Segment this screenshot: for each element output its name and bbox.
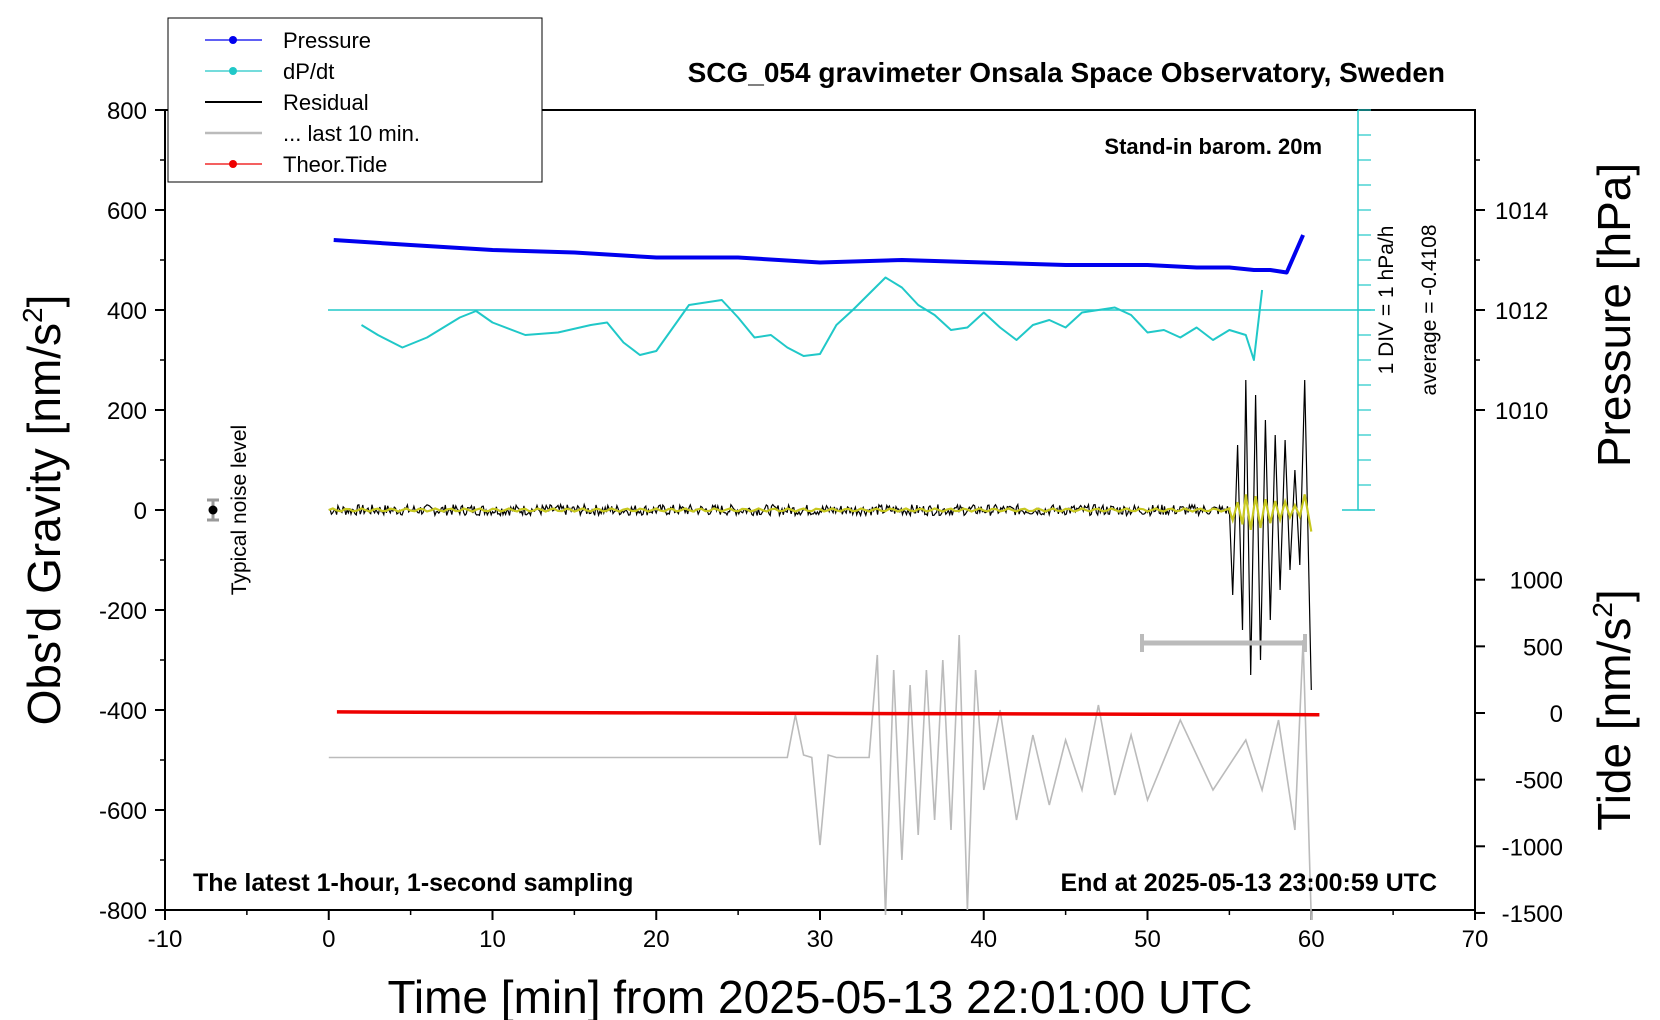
pressure-tick-label: 1012 bbox=[1495, 298, 1548, 325]
x-tick-label: 50 bbox=[1134, 926, 1161, 953]
y-tick-label: 200 bbox=[107, 398, 147, 425]
y-tick-label: 800 bbox=[107, 98, 147, 125]
dpdt-division-scale bbox=[1342, 109, 1375, 511]
y-axis-label-gravity-sup: 2 bbox=[17, 307, 48, 323]
tide-tick-label: -1500 bbox=[1502, 901, 1563, 928]
legend-item: Theor.Tide bbox=[205, 152, 387, 177]
y-axis-label-tide-close: ] bbox=[1588, 589, 1640, 602]
y-axis-label-gravity-close: ] bbox=[18, 295, 70, 308]
y-axis-label-pressure: Pressure [hPa] bbox=[1588, 163, 1640, 467]
y-tick-label: -200 bbox=[99, 598, 147, 625]
y-tick-label: -800 bbox=[99, 898, 147, 925]
x-tick-label: 70 bbox=[1462, 926, 1489, 953]
pressure-tick-label: 1010 bbox=[1495, 398, 1548, 425]
div-annotation: 1 DIV = 1 hPa/h bbox=[1375, 226, 1398, 375]
tide-tick-label: -1000 bbox=[1502, 834, 1563, 861]
legend-label: ... last 10 min. bbox=[283, 121, 420, 146]
x-tick-label: 0 bbox=[322, 926, 335, 953]
x-tick-label: 40 bbox=[970, 926, 997, 953]
y-axis-label-tide-text: Tide [nm/s bbox=[1588, 618, 1640, 831]
y-tick-label: -600 bbox=[99, 798, 147, 825]
legend-item: Pressure bbox=[205, 28, 371, 53]
series-layer bbox=[328, 234, 1320, 921]
legend-marker bbox=[229, 36, 237, 44]
x-tick-label: 60 bbox=[1298, 926, 1325, 953]
series-residual-line bbox=[328, 379, 1312, 691]
noise-level-indicator bbox=[207, 498, 219, 522]
y-axis-tide: 1000 500 0 -500 -1000 -1500 bbox=[1475, 568, 1563, 928]
y-axis-label-gravity-text: Obs'd Gravity [nm/s bbox=[18, 323, 70, 725]
tide-tick-label: 1000 bbox=[1510, 568, 1563, 595]
y-tick-label: 400 bbox=[107, 298, 147, 325]
legend-label: Theor.Tide bbox=[283, 152, 387, 177]
tide-tick-label: 0 bbox=[1550, 701, 1563, 728]
y-axis-label-tide: Tide [nm/s2] bbox=[1587, 589, 1640, 830]
y-axis-label-gravity: Obs'd Gravity [nm/s2] bbox=[17, 295, 70, 726]
average-annotation: average = -0.4108 bbox=[1418, 224, 1441, 395]
legend-marker bbox=[229, 160, 237, 168]
series-last-10-min-line bbox=[328, 634, 1313, 921]
x-tick-label: 10 bbox=[479, 926, 506, 953]
residual-filtered-line bbox=[328, 494, 1313, 532]
legend-item: ... last 10 min. bbox=[205, 121, 420, 146]
noise-dot bbox=[208, 505, 218, 515]
y-axis-pressure: 1014 1012 1010 bbox=[1475, 159, 1548, 425]
barometer-annotation: Stand-in barom. 20m bbox=[1104, 134, 1322, 159]
y-tick-label: 0 bbox=[134, 498, 147, 525]
last-10-min-bracket bbox=[1140, 634, 1307, 652]
end-time-annotation: End at 2025-05-13 23:00:59 UTC bbox=[1060, 869, 1437, 897]
pressure-tick-label: 1014 bbox=[1495, 198, 1548, 225]
series-dpdt-line bbox=[360, 276, 1264, 361]
y-tick-label: 600 bbox=[107, 198, 147, 225]
legend-item: Residual bbox=[205, 90, 369, 115]
chart-title: SCG_054 gravimeter Onsala Space Observat… bbox=[688, 57, 1445, 88]
y-tick-label: -400 bbox=[99, 698, 147, 725]
legend-label: dP/dt bbox=[283, 59, 334, 84]
noise-label: Typical noise level bbox=[228, 425, 251, 595]
legend-label: Residual bbox=[283, 90, 369, 115]
legend-marker bbox=[229, 67, 237, 75]
y-axis-label-tide-sup: 2 bbox=[1587, 602, 1618, 618]
series-theor-tide-line bbox=[336, 710, 1320, 717]
x-tick-label: -10 bbox=[148, 926, 183, 953]
legend-box bbox=[167, 17, 543, 183]
sampling-annotation: The latest 1-hour, 1-second sampling bbox=[193, 869, 633, 897]
legend: Pressure dP/dt Residual ... last 10 min. The… bbox=[167, 17, 543, 183]
x-axis: -10 0 10 20 30 40 50 60 70 bbox=[148, 910, 1489, 953]
x-tick-label: 30 bbox=[807, 926, 834, 953]
x-axis-label: Time [min] from 2025-05-13 22:01:00 UTC bbox=[388, 971, 1253, 1020]
legend-items: Pressure dP/dt Residual ... last 10 min. The… bbox=[205, 28, 420, 177]
tide-tick-label: -500 bbox=[1515, 768, 1563, 795]
legend-label: Pressure bbox=[283, 28, 371, 53]
y-axis-gravity: 800 600 400 200 0 -200 -400 -600 -800 bbox=[99, 98, 165, 925]
series-pressure-line bbox=[333, 234, 1305, 275]
legend-item: dP/dt bbox=[205, 59, 334, 84]
x-tick-label: 20 bbox=[643, 926, 670, 953]
tide-tick-label: 500 bbox=[1523, 634, 1563, 661]
